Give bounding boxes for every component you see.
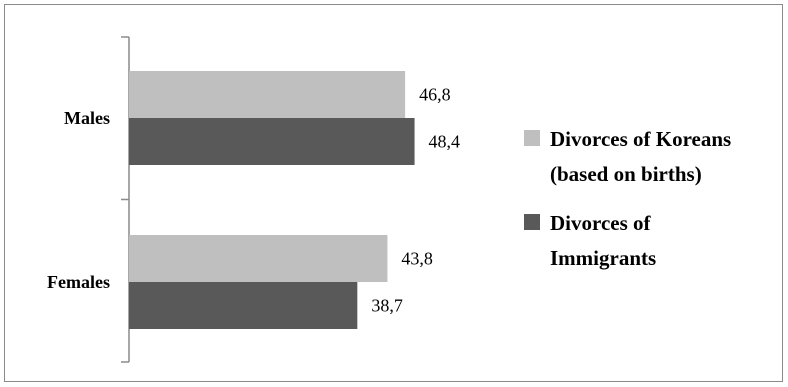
data-label: 46,8 <box>419 85 451 105</box>
legend-swatch <box>524 130 540 146</box>
bar <box>129 118 415 165</box>
data-label: 48,4 <box>429 132 461 152</box>
category-label: Females <box>47 272 110 292</box>
bar <box>129 282 358 329</box>
bar <box>129 235 388 282</box>
legend-label: Immigrants <box>550 246 656 270</box>
data-label: 38,7 <box>371 296 403 316</box>
legend-swatch <box>524 214 540 230</box>
legend-label: Divorces of Koreans <box>550 127 731 151</box>
data-label: 43,8 <box>401 249 433 269</box>
category-label: Males <box>64 108 110 128</box>
bar <box>129 71 406 118</box>
legend-label: Divorces of <box>550 211 652 235</box>
legend-label: (based on births) <box>550 162 702 186</box>
